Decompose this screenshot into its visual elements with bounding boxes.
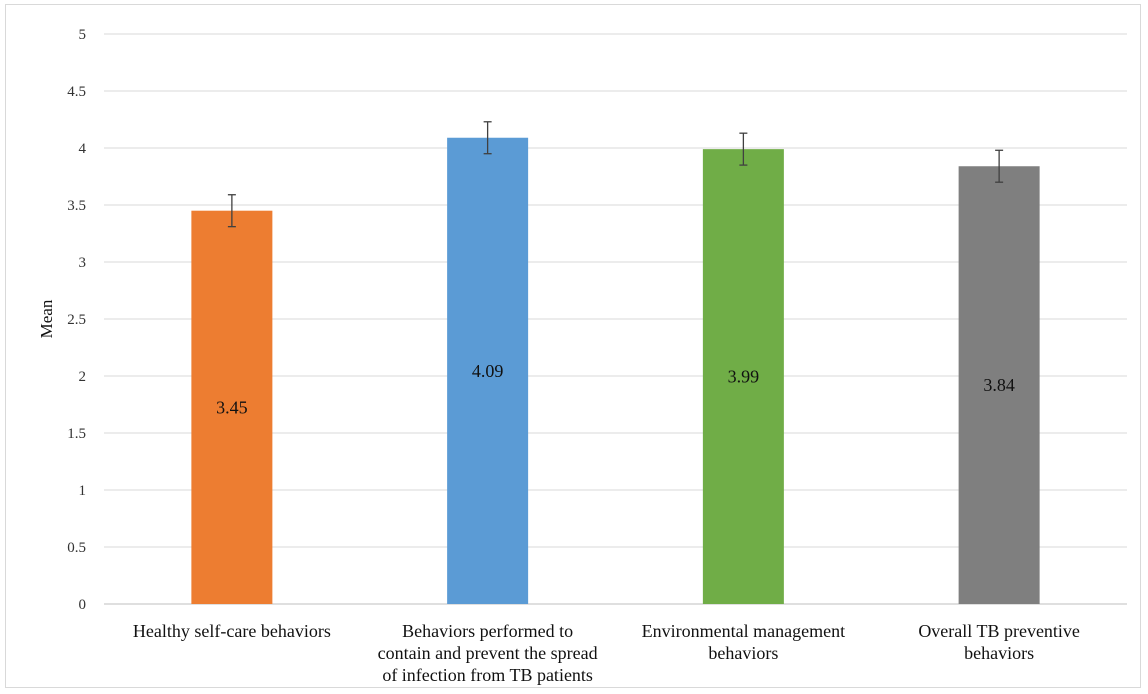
- y-axis-label: Mean: [37, 299, 56, 338]
- category-label: Environmental management: [642, 621, 845, 641]
- bar: [702, 149, 784, 604]
- y-tick-label: 0: [79, 597, 87, 613]
- bar: [958, 166, 1040, 605]
- y-tick-label: 3: [79, 255, 87, 271]
- bar: [191, 210, 273, 604]
- y-tick-label: 5: [79, 27, 87, 43]
- bar: [447, 137, 529, 605]
- y-tick-label: 4: [79, 141, 87, 157]
- category-label: Healthy self-care behaviors: [133, 621, 331, 641]
- y-tick-label: 2.5: [67, 312, 86, 328]
- y-tick-label: 4.5: [67, 84, 86, 100]
- y-tick-label: 2: [79, 369, 87, 385]
- category-label: contain and prevent the spread: [378, 643, 598, 663]
- category-label: behaviors: [964, 643, 1034, 663]
- y-tick-label: 3.5: [67, 198, 86, 214]
- category-label: behaviors: [708, 643, 778, 663]
- data-label: 3.99: [728, 367, 760, 387]
- category-label: Overall TB preventive: [918, 621, 1080, 641]
- y-tick-label: 1: [79, 483, 87, 499]
- category-label: of infection from TB patients: [382, 665, 593, 685]
- category-label: Behaviors performed to: [402, 621, 573, 641]
- y-tick-label: 0.5: [67, 540, 86, 556]
- data-label: 3.84: [983, 375, 1015, 395]
- y-tick-label: 1.5: [67, 426, 86, 442]
- data-label: 3.45: [216, 397, 248, 417]
- data-label: 4.09: [472, 361, 504, 381]
